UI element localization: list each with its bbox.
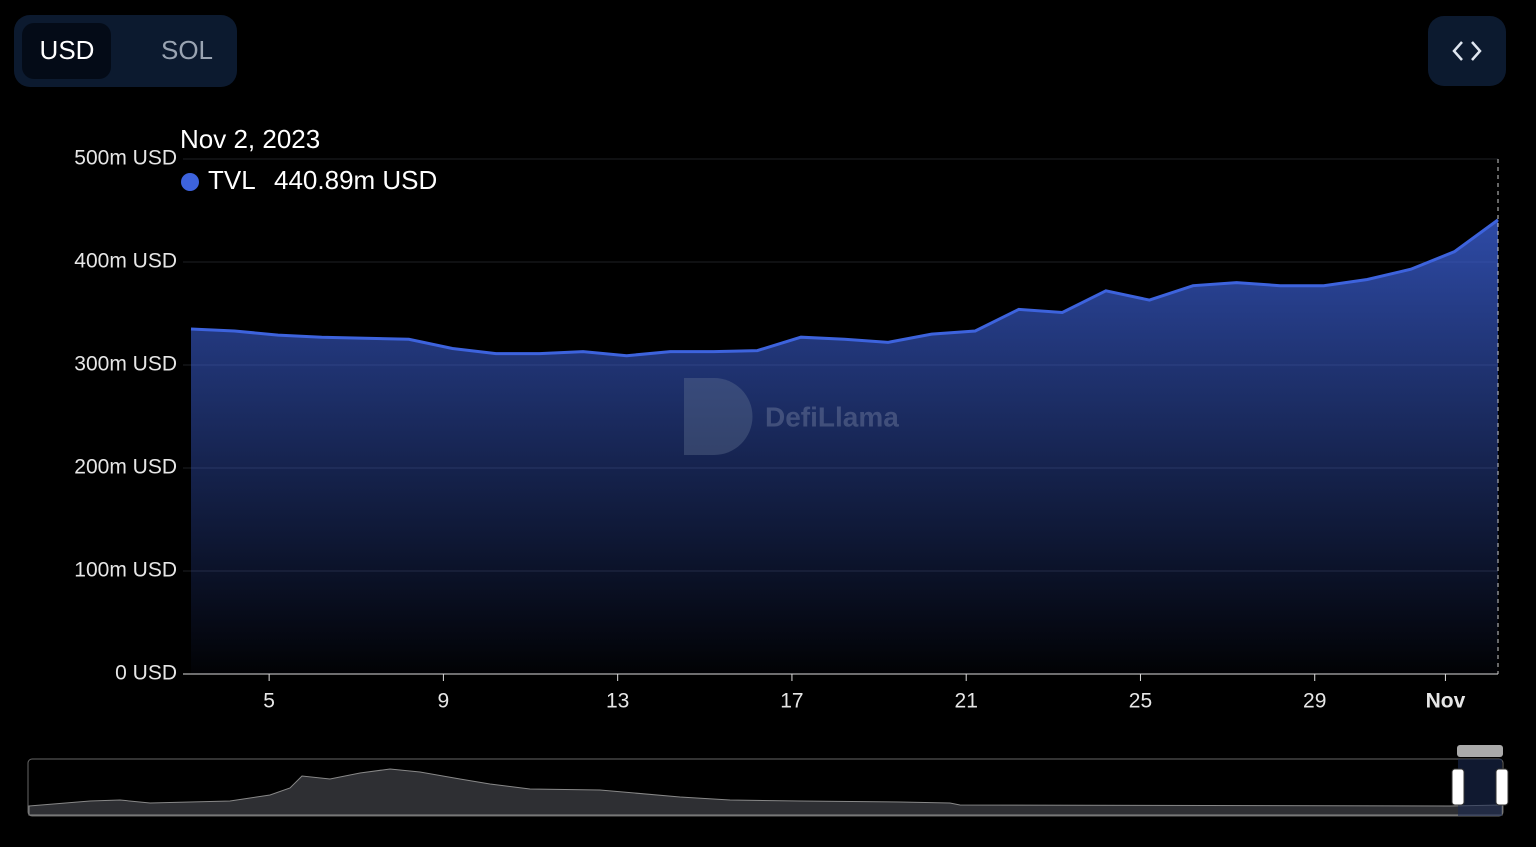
sol-button[interactable]: SOL	[161, 35, 213, 65]
watermark-logo	[684, 378, 753, 455]
y-tick-label: 500m USD	[74, 147, 177, 170]
legend-name: TVL	[208, 165, 256, 195]
x-tick-label: 5	[263, 690, 275, 713]
x-tick-label: Nov	[1426, 690, 1466, 713]
navigator-grip[interactable]	[1457, 745, 1503, 757]
x-tick-label: 25	[1129, 690, 1152, 713]
embed-button[interactable]	[1428, 16, 1506, 86]
y-tick-label: 400m USD	[74, 250, 177, 273]
x-tick-label: 29	[1303, 690, 1326, 713]
navigator-selection[interactable]	[1458, 759, 1502, 816]
embed-icon	[1452, 41, 1482, 61]
x-tick-label: 21	[955, 690, 978, 713]
area	[191, 219, 1498, 674]
line	[190, 218, 1499, 358]
x-tick-label: 13	[606, 690, 629, 713]
y-tick-label: 0 USD	[115, 662, 177, 685]
y-tick-label: 100m USD	[74, 559, 177, 582]
y-tick-label: 300m USD	[74, 353, 177, 376]
x-tick-label: 9	[438, 690, 450, 713]
navigator-preview	[28, 768, 1503, 816]
y-tick-label: 200m USD	[74, 456, 177, 479]
legend-dot	[181, 173, 199, 191]
plot-area: 0 USD 100m USD 200m USD 300m USD 400m USD 500…	[74, 124, 1499, 713]
x-tick-label: 17	[780, 690, 803, 713]
navigator-handle[interactable]	[1495, 768, 1509, 806]
tooltip-value: 440.89m USD	[274, 165, 437, 195]
selected-pill	[22, 23, 111, 79]
watermark: DefiLlama	[684, 378, 899, 455]
navigator-handle[interactable]	[1451, 768, 1465, 806]
tooltip-date: Nov 2, 2023	[180, 124, 320, 154]
usd-button[interactable]: USD	[40, 35, 95, 65]
watermark-text: DefiLlama	[765, 401, 899, 432]
